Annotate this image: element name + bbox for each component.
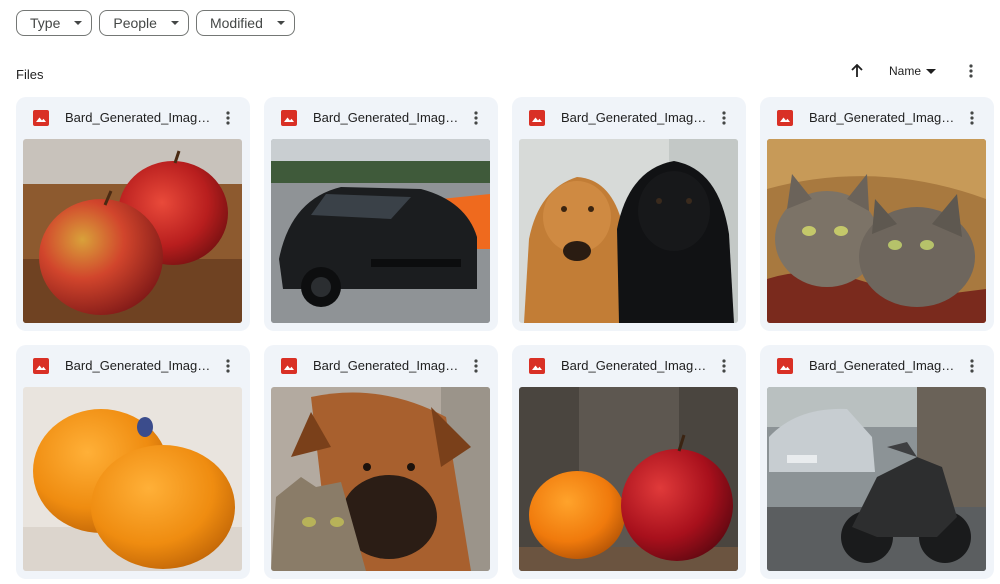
- file-more-button[interactable]: [218, 108, 238, 128]
- more-vert-icon: [969, 64, 973, 78]
- file-more-button[interactable]: [714, 356, 734, 376]
- file-card[interactable]: Bard_Generated_Image.jpg: [760, 97, 994, 331]
- file-name: Bard_Generated_Image.jpg: [65, 110, 213, 125]
- chevron-down-icon: [277, 21, 285, 25]
- people-filter-chip[interactable]: People: [99, 10, 189, 36]
- more-vert-icon: [474, 111, 478, 125]
- modified-filter-chip[interactable]: Modified: [196, 10, 295, 36]
- file-name: Bard_Generated_Image.jpg: [561, 358, 709, 373]
- dogs-image: [519, 139, 738, 323]
- file-card-header: Bard_Generated_Image.jpg: [264, 345, 498, 387]
- file-name: Bard_Generated_Image.jpg: [809, 358, 957, 373]
- file-thumbnail[interactable]: [23, 139, 242, 323]
- file-card[interactable]: Bard_Generated_Image.jpg: [264, 345, 498, 579]
- sort-bar: Name: [845, 60, 982, 82]
- file-more-button[interactable]: [466, 356, 486, 376]
- sort-direction-button[interactable]: [845, 60, 869, 82]
- file-thumbnail[interactable]: [271, 387, 490, 571]
- file-name: Bard_Generated_Image.jpg: [65, 358, 213, 373]
- cats-image: [767, 139, 986, 323]
- file-card[interactable]: Bard_Generated_Image.jpg: [16, 345, 250, 579]
- more-vert-icon: [722, 111, 726, 125]
- more-vert-icon: [226, 359, 230, 373]
- image-file-icon: [529, 358, 545, 374]
- file-card[interactable]: Bard_Generated_Image.jpg: [512, 345, 746, 579]
- car-and-motorcycle-image: [767, 387, 986, 571]
- more-vert-icon: [474, 359, 478, 373]
- people-filter-label: People: [113, 15, 157, 31]
- file-thumbnail[interactable]: [767, 139, 986, 323]
- file-thumbnail[interactable]: [767, 387, 986, 571]
- image-file-icon: [777, 110, 793, 126]
- file-card-header: Bard_Generated_Image.jpg: [264, 97, 498, 139]
- file-card[interactable]: Bard_Generated_Image.jpg: [512, 97, 746, 331]
- file-card[interactable]: Bard_Generated_Image.jpg: [16, 97, 250, 331]
- file-more-button[interactable]: [714, 108, 734, 128]
- more-options-button[interactable]: [960, 60, 982, 82]
- file-thumbnail[interactable]: [271, 139, 490, 323]
- file-card[interactable]: Bard_Generated_Image.jpg: [760, 345, 994, 579]
- file-card-header: Bard_Generated_Image.jpg: [16, 345, 250, 387]
- more-vert-icon: [970, 111, 974, 125]
- car-image: [271, 139, 490, 323]
- image-file-icon: [529, 110, 545, 126]
- filter-bar: Type People Modified: [16, 10, 295, 36]
- image-file-icon: [281, 110, 297, 126]
- modified-filter-label: Modified: [210, 15, 263, 31]
- file-card-header: Bard_Generated_Image.jpg: [512, 97, 746, 139]
- image-file-icon: [33, 110, 49, 126]
- chevron-down-icon: [926, 69, 936, 74]
- image-file-icon: [33, 358, 49, 374]
- type-filter-chip[interactable]: Type: [16, 10, 92, 36]
- file-thumbnail[interactable]: [23, 387, 242, 571]
- chevron-down-icon: [74, 21, 82, 25]
- type-filter-label: Type: [30, 15, 60, 31]
- file-more-button[interactable]: [218, 356, 238, 376]
- sort-field-button[interactable]: Name: [889, 64, 936, 78]
- orange-and-apple-image: [519, 387, 738, 571]
- dog-and-cat-image: [271, 387, 490, 571]
- more-vert-icon: [226, 111, 230, 125]
- file-card-header: Bard_Generated_Image.jpg: [512, 345, 746, 387]
- more-vert-icon: [970, 359, 974, 373]
- file-card-header: Bard_Generated_Image.jpg: [16, 97, 250, 139]
- file-name: Bard_Generated_Image.jpg: [561, 110, 709, 125]
- file-name: Bard_Generated_Image.jpg: [809, 110, 957, 125]
- file-card[interactable]: Bard_Generated_Image.jpg: [264, 97, 498, 331]
- file-card-header: Bard_Generated_Image.jpg: [760, 97, 994, 139]
- file-thumbnail[interactable]: [519, 139, 738, 323]
- file-more-button[interactable]: [962, 108, 982, 128]
- arrow-up-icon: [850, 64, 864, 78]
- file-thumbnail[interactable]: [519, 387, 738, 571]
- file-more-button[interactable]: [962, 356, 982, 376]
- file-name: Bard_Generated_Image.jpg: [313, 358, 461, 373]
- file-name: Bard_Generated_Image.jpg: [313, 110, 461, 125]
- image-file-icon: [777, 358, 793, 374]
- file-grid: Bard_Generated_Image.jpg: [16, 97, 994, 579]
- image-file-icon: [281, 358, 297, 374]
- sort-field-label: Name: [889, 64, 921, 78]
- oranges-image: [23, 387, 242, 571]
- file-card-header: Bard_Generated_Image.jpg: [760, 345, 994, 387]
- file-more-button[interactable]: [466, 108, 486, 128]
- apples-image: [23, 139, 242, 323]
- section-title: Files: [16, 67, 43, 82]
- more-vert-icon: [722, 359, 726, 373]
- chevron-down-icon: [171, 21, 179, 25]
